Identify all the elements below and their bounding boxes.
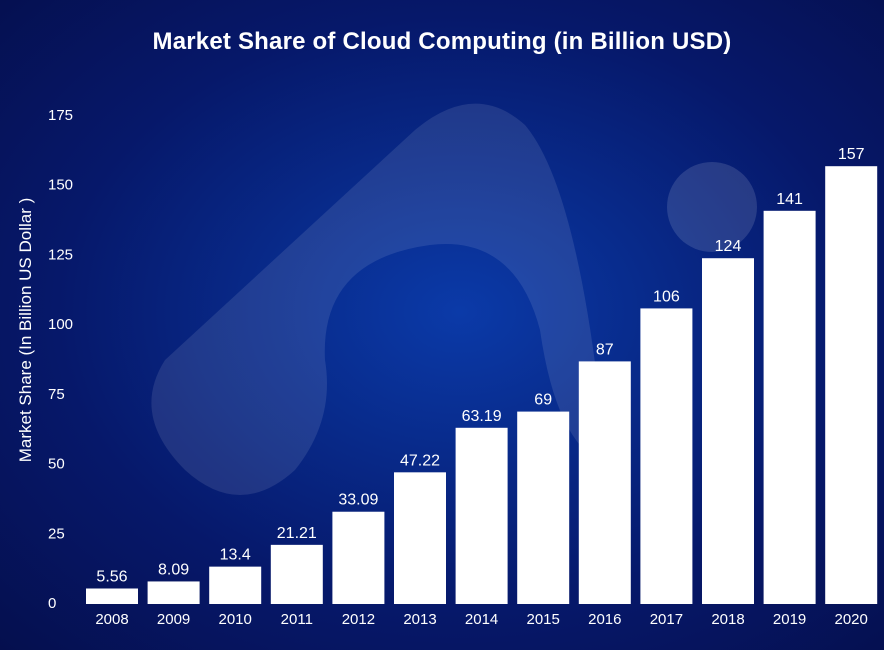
data-label: 141: [776, 191, 803, 208]
data-label: 33.09: [338, 492, 378, 509]
x-tick-label: 2008: [95, 611, 128, 628]
bar: [640, 308, 693, 604]
x-tick-label: 2020: [835, 611, 868, 628]
bar: [86, 588, 138, 604]
x-tick-label: 2010: [219, 611, 252, 628]
x-tick-label: 2015: [527, 611, 560, 628]
chart-title: Market Share of Cloud Computing (in Bill…: [152, 28, 732, 55]
x-tick-label: 2011: [281, 611, 313, 628]
bar: [702, 258, 754, 604]
x-tick-label: 2019: [773, 611, 806, 628]
x-tick-label: 2016: [588, 611, 621, 628]
data-label: 63.19: [462, 408, 502, 425]
y-tick-label: 150: [48, 177, 73, 194]
y-tick-label: 75: [48, 386, 65, 403]
bar: [578, 361, 631, 604]
bar: [517, 411, 570, 604]
data-label: 106: [653, 288, 680, 305]
y-tick-label: 25: [48, 525, 65, 542]
x-tick-label: 2013: [403, 611, 436, 628]
data-label: 157: [838, 146, 865, 163]
bar: [209, 566, 262, 604]
y-tick-label: 125: [48, 246, 73, 263]
y-tick-label: 175: [48, 107, 73, 124]
bar: [332, 511, 385, 604]
y-tick-label: 100: [48, 316, 73, 333]
x-tick-label: 2009: [157, 611, 190, 628]
bar: [147, 581, 200, 604]
bar: [270, 544, 323, 604]
bar: [763, 210, 816, 604]
bar: [825, 166, 878, 605]
data-label: 13.4: [220, 547, 251, 564]
x-tick-label: 2017: [650, 611, 683, 628]
x-tick-label: 2018: [711, 611, 744, 628]
data-label: 124: [715, 238, 742, 255]
y-tick-label: 50: [48, 456, 65, 473]
bar: [455, 427, 508, 604]
data-label: 87: [596, 341, 614, 358]
y-tick-label: 0: [48, 595, 56, 612]
data-label: 21.21: [277, 525, 317, 542]
data-label: 8.09: [158, 561, 189, 578]
data-label: 47.22: [400, 452, 440, 469]
bar: [394, 472, 446, 604]
x-tick-label: 2014: [465, 611, 498, 628]
data-label: 69: [534, 392, 552, 409]
data-label: 5.56: [96, 568, 127, 585]
x-tick-label: 2012: [342, 611, 375, 628]
